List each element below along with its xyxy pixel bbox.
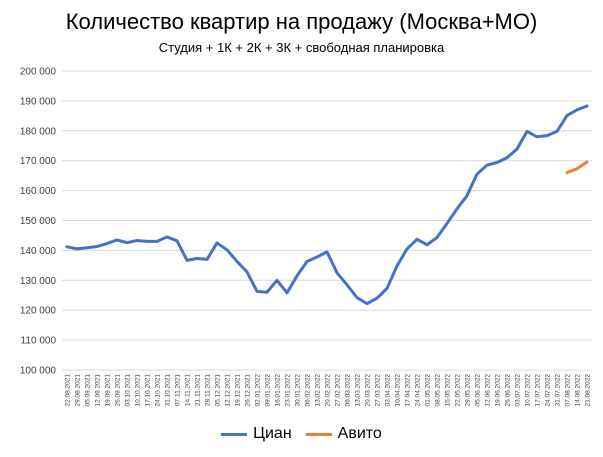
legend-swatch-avito bbox=[305, 432, 332, 436]
x-tick-label: 19.09.2021 bbox=[105, 374, 112, 407]
y-tick-label: 140 000 bbox=[20, 246, 57, 257]
x-tick-label: 02.01.2022 bbox=[255, 374, 262, 407]
x-tick-label: 27.02.2022 bbox=[335, 374, 342, 407]
x-tick-label: 12.09.2021 bbox=[95, 374, 102, 407]
x-tick-label: 15.05.2022 bbox=[445, 374, 452, 407]
x-tick-label: 23.01.2022 bbox=[285, 374, 292, 407]
x-tick-label: 26.06.2022 bbox=[505, 374, 512, 407]
x-tick-label: 12.12.2021 bbox=[225, 374, 232, 407]
x-tick-label: 13.03.2022 bbox=[355, 374, 362, 407]
x-tick-label: 31.07.2022 bbox=[555, 374, 562, 407]
x-tick-label: 10.10.2021 bbox=[135, 374, 142, 407]
legend-label-avito: Авито bbox=[337, 425, 382, 442]
x-tick-label: 03.07.2022 bbox=[515, 374, 522, 407]
x-tick-label: 13.02.2022 bbox=[315, 374, 322, 407]
y-tick-label: 130 000 bbox=[20, 276, 57, 287]
x-tick-label: 17.10.2021 bbox=[145, 374, 152, 407]
x-tick-label: 17.04.2022 bbox=[405, 374, 412, 407]
x-tick-label: 16.01.2022 bbox=[275, 374, 282, 407]
y-tick-label: 190 000 bbox=[20, 96, 57, 107]
x-tick-label: 31.10.2021 bbox=[165, 374, 172, 407]
x-tick-label: 03.10.2021 bbox=[125, 374, 132, 407]
y-tick-label: 200 000 bbox=[20, 67, 57, 78]
x-tick-label: 29.08.2021 bbox=[75, 374, 82, 407]
chart-title: Количество квартир на продажу (Москва+МО… bbox=[65, 9, 538, 34]
x-tick-label: 28.11.2021 bbox=[205, 374, 212, 406]
y-tick-label: 170 000 bbox=[20, 156, 57, 167]
chart-subtitle: Студия + 1К + 2К + 3К + свободная планир… bbox=[158, 40, 445, 55]
legend-item-avito: Авито bbox=[305, 425, 382, 443]
x-tick-label: 22.08.2021 bbox=[65, 374, 72, 407]
x-tick-label: 29.05.2022 bbox=[465, 374, 472, 407]
x-tick-label: 26.09.2021 bbox=[115, 374, 122, 407]
x-tick-label: 08.05.2022 bbox=[435, 374, 442, 407]
x-tick-label: 01.05.2022 bbox=[425, 374, 432, 407]
x-tick-label: 24.04.2022 bbox=[415, 374, 422, 407]
x-tick-label: 19.06.2022 bbox=[495, 374, 502, 407]
x-tick-label: 17.07.2022 bbox=[535, 374, 542, 407]
x-tick-label: 07.08.2022 bbox=[565, 374, 572, 407]
y-tick-label: 100 000 bbox=[20, 366, 57, 377]
x-tick-label: 20.03.2022 bbox=[365, 374, 372, 407]
x-tick-label: 05.12.2021 bbox=[215, 374, 222, 407]
x-tick-label: 03.04.2022 bbox=[385, 374, 392, 407]
x-tick-label: 27.03.2022 bbox=[375, 374, 382, 407]
x-tick-label: 14.08.2022 bbox=[575, 374, 582, 407]
series-line-0 bbox=[65, 104, 589, 306]
x-tick-label: 14.11.2021 bbox=[185, 374, 192, 406]
x-tick-label: 21.08.2022 bbox=[585, 374, 592, 407]
legend-swatch-cian bbox=[221, 432, 248, 436]
legend-item-cian: Циан bbox=[221, 425, 292, 443]
y-tick-label: 150 000 bbox=[20, 216, 57, 227]
x-tick-label: 26.12.2021 bbox=[245, 374, 252, 407]
x-tick-label: 06.02.2022 bbox=[305, 374, 312, 407]
x-tick-label: 10.07.2022 bbox=[525, 374, 532, 407]
y-tick-label: 110 000 bbox=[21, 336, 57, 347]
x-tick-label: 07.11.2021 bbox=[175, 374, 182, 406]
x-tick-label: 20.02.2022 bbox=[325, 374, 332, 407]
x-tick-label: 24.07.2022 bbox=[545, 374, 552, 407]
x-tick-label: 12.06.2022 bbox=[485, 374, 492, 407]
y-tick-label: 180 000 bbox=[20, 126, 57, 137]
legend-label-cian: Циан bbox=[253, 425, 292, 442]
series-line-1 bbox=[565, 160, 589, 175]
y-tick-label: 120 000 bbox=[20, 306, 57, 317]
x-tick-label: 22.05.2022 bbox=[455, 374, 462, 407]
x-tick-label: 09.01.2022 bbox=[265, 374, 272, 407]
x-tick-label: 21.11.2021 bbox=[195, 374, 202, 406]
x-tick-label: 05.06.2022 bbox=[475, 374, 482, 407]
x-tick-label: 10.04.2022 bbox=[395, 374, 402, 407]
x-tick-label: 30.01.2022 bbox=[295, 374, 302, 407]
legend: Циан Авито bbox=[0, 425, 603, 443]
x-tick-label: 24.10.2021 bbox=[155, 374, 162, 407]
x-tick-label: 05.09.2021 bbox=[85, 374, 92, 407]
y-tick-label: 160 000 bbox=[20, 186, 57, 197]
x-tick-label: 06.03.2022 bbox=[345, 374, 352, 407]
x-tick-label: 19.12.2021 bbox=[235, 374, 242, 407]
